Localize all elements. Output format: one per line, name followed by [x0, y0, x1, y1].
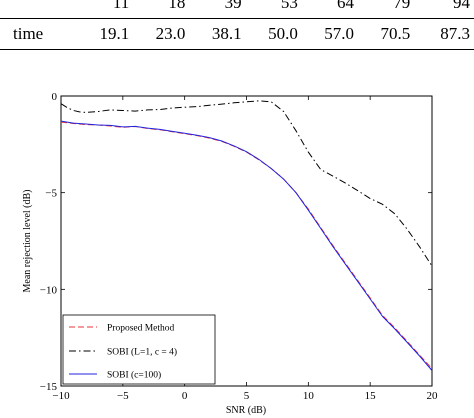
table-cell: 53 [280, 0, 298, 12]
x-axis-label: SNR (dB) [226, 405, 266, 416]
table-cell: 23.0 [129, 18, 186, 50]
axes: −10 −5 0 5 10 15 200−5−10−15 [40, 91, 438, 402]
series-line [60, 100, 433, 267]
y-tick-label: −10 [40, 284, 58, 296]
table-cell: 87.3 [410, 18, 474, 50]
table-cell: 11 [112, 0, 130, 12]
legend-label: SOBI (c=100) [107, 370, 161, 381]
legend-label: Proposed Method [107, 324, 175, 334]
runtime-table-wrapper: 11 18 39 53 64 79 94 time 19.1 23.0 38.1… [0, 0, 474, 60]
series-line [60, 120, 433, 371]
legend: Proposed Method SOBI (L=1, c = 4) SOBI (c=… [62, 314, 216, 385]
legend-label: SOBI (L=1, c = 4) [107, 347, 177, 358]
y-tick-label: −5 [45, 188, 57, 200]
table-cell: 38.1 [185, 18, 242, 50]
table-cell: 50.0 [241, 18, 298, 50]
table-cell: 19.1 [73, 18, 130, 50]
table-cell: 57.0 [297, 18, 355, 50]
x-tick-label: 15 [365, 390, 377, 402]
table-cell: 70.5 [354, 18, 411, 50]
series-group [60, 100, 433, 371]
table-cell: 64 [337, 0, 355, 12]
table-cell: 18 [168, 0, 186, 12]
table-cell: 94 [453, 0, 470, 12]
y-tick-label: −15 [40, 381, 58, 393]
table-cell: 79 [393, 0, 411, 12]
x-tick-label: −5 [117, 390, 129, 402]
x-tick-label: 10 [303, 390, 315, 402]
y-axis-label: Mean rejection level (dB) [22, 189, 33, 292]
table-cell: 39 [224, 0, 242, 12]
x-tick-label: 0 [182, 390, 188, 402]
table-row: 11 18 39 53 64 79 94 [0, 0, 474, 19]
x-tick-label: −10 [52, 390, 70, 402]
x-tick-label: 5 [244, 390, 250, 402]
x-tick-label: 20 [427, 390, 439, 402]
table-row-label: time [0, 18, 73, 50]
runtime-table: 11 18 39 53 64 79 94 time 19.1 23.0 38.1… [0, 0, 474, 50]
y-tick-label: 0 [52, 91, 58, 103]
table-row: time 19.1 23.0 38.1 50.0 57.0 70.5 87.3 [0, 18, 474, 50]
